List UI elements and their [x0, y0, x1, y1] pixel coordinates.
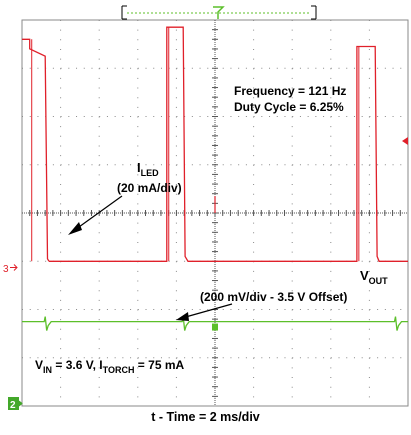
iled-trace-pulse-1: [22, 38, 50, 262]
duty-cycle-annotation: Duty Cycle = 6.25%: [234, 100, 344, 114]
vout-arrow: [176, 303, 233, 321]
channel-markers: 3 2: [3, 264, 23, 411]
iled-arrow: [68, 195, 123, 235]
trigger-position-marker: [213, 6, 225, 19]
vout-label-main: V: [360, 268, 369, 283]
traces: [22, 26, 408, 331]
ch1-marker-arrow: [10, 264, 18, 271]
trigger-level-marker: [402, 137, 408, 145]
iled-label-main: I: [137, 160, 141, 175]
iled-trace: [49, 26, 408, 262]
vout-label: VOUT: [360, 268, 388, 286]
iled-label: ILED: [137, 160, 159, 178]
vin-main: V: [35, 358, 43, 372]
iled-scale-label: (20 mA/div): [117, 181, 182, 195]
frequency-annotation: Frequency = 121 Hz: [234, 84, 346, 98]
vin-sub: IN: [43, 365, 52, 375]
annotations: Frequency = 121 Hz Duty Cycle = 6.25% IL…: [35, 84, 388, 375]
ch2-marker-label: 2: [10, 400, 16, 411]
iled-label-sub: LED: [141, 168, 160, 178]
vin-rest: = 3.6 V, I: [52, 358, 103, 372]
ch2-marker-arrow: [18, 400, 23, 407]
x-axis-label: t - Time = 2 ms/div: [151, 410, 260, 424]
conditions-annotation: VIN = 3.6 V, ITORCH = 75 mA: [35, 358, 184, 375]
ch2-center-marker: [212, 323, 218, 331]
ch1-marker-label: 3: [3, 264, 9, 275]
itorch-sub: TORCH: [103, 365, 135, 375]
vout-label-sub: OUT: [369, 276, 389, 286]
itorch-rest: = 75 mA: [134, 358, 184, 372]
vout-trace: [22, 316, 408, 331]
vout-scale-label: (200 mV/div - 3.5 V Offset): [200, 290, 347, 304]
record-bracket: [121, 5, 317, 20]
ch2-marker-bg: [8, 397, 19, 410]
